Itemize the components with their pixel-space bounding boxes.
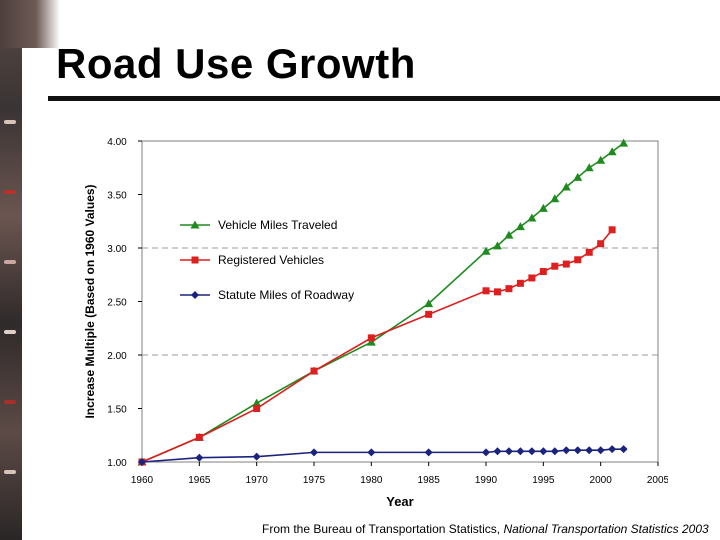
vehicle-miles-traveled-point [366, 337, 376, 346]
registered-vehicles-point [539, 268, 547, 276]
registered-vehicles-point [562, 260, 570, 268]
vehicle-miles-traveled-point [527, 213, 537, 222]
x-tick-label: 1960 [131, 475, 154, 486]
statute-miles-of-roadway-point [252, 452, 261, 461]
vehicle-miles-traveled-point [561, 182, 571, 191]
registered-vehicles-point [516, 279, 524, 287]
statute-miles-of-roadway-point [482, 448, 490, 457]
source-prefix: From the Bureau of Transportation Statis… [262, 522, 504, 536]
x-tick-label: 2005 [647, 475, 668, 486]
decorative-traffic-strip [0, 0, 22, 540]
registered-vehicles-point [425, 310, 433, 318]
legend-marker-vehicle-miles-traveled [190, 220, 200, 229]
statute-miles-of-roadway-point [619, 445, 628, 454]
decorative-traffic-corner [0, 0, 60, 48]
vehicle-miles-traveled-point [573, 172, 583, 181]
statute-miles-of-roadway-point [527, 447, 536, 456]
vehicle-miles-traveled-point [252, 398, 262, 407]
vehicle-miles-traveled-point [584, 163, 594, 172]
vehicle-miles-traveled-point [550, 194, 560, 203]
x-tick-label: 2000 [590, 475, 613, 486]
y-tick-label: 3.50 [107, 191, 127, 202]
y-axis-label: Increase Multiple (Based on 1960 Values) [83, 184, 97, 418]
statute-miles-of-roadway-point [138, 458, 146, 466]
registered-vehicles-point [574, 256, 582, 264]
plot-area [141, 140, 659, 463]
statute-miles-of-roadway-point [539, 447, 548, 456]
x-tick-label: 1985 [418, 475, 441, 486]
statute-miles-of-roadway-point [424, 448, 433, 457]
statute-miles-of-roadway-point [585, 446, 594, 455]
registered-vehicles-point [608, 226, 616, 234]
vehicle-miles-traveled-point [424, 299, 434, 308]
vehicle-miles-traveled-point [515, 222, 525, 231]
registered-vehicles-point [253, 405, 261, 412]
legend-label-vehicle-miles-traveled: Vehicle Miles Traveled [218, 218, 337, 232]
legend-marker-registered-vehicles [191, 256, 199, 264]
registered-vehicles-point [482, 287, 490, 295]
x-tick-label: 1965 [188, 475, 211, 486]
x-tick-label: 1975 [303, 475, 326, 486]
source-title: National Transportation Statistics 2003 [503, 522, 709, 536]
vehicle-miles-traveled-point [504, 230, 514, 239]
statute-miles-of-roadway-point [367, 448, 376, 457]
registered-vehicles-point [597, 240, 605, 248]
registered-vehicles-point [367, 334, 375, 342]
x-tick-label: 1970 [246, 475, 269, 486]
x-tick-label: 1980 [360, 475, 383, 486]
legend-label-statute-miles-of-roadway: Statute Miles of Roadway [218, 288, 354, 302]
legend-marker-statute-miles-of-roadway [191, 291, 199, 299]
x-axis-label: Year [386, 494, 413, 509]
statute-miles-of-roadway-point [608, 445, 617, 454]
title-underline [48, 96, 720, 101]
registered-vehicles-point [585, 248, 593, 256]
slide-title: Road Use Growth [56, 40, 416, 87]
statute-miles-of-roadway-point [310, 448, 318, 457]
statute-miles-of-roadway-point [550, 447, 559, 456]
y-tick-label: 2.50 [107, 298, 127, 309]
statute-miles-of-roadway-point [596, 446, 605, 455]
y-tick-label: 3.00 [107, 244, 127, 255]
x-tick-label: 1995 [532, 475, 555, 486]
statute-miles-of-roadway-point [562, 446, 571, 455]
statute-miles-of-roadway-point [504, 447, 513, 456]
x-tick-label: 1990 [475, 475, 498, 486]
y-tick-label: 2.00 [107, 351, 127, 362]
registered-vehicles-point [310, 367, 318, 375]
vehicle-miles-traveled-point [538, 203, 548, 212]
y-tick-label: 1.50 [107, 405, 127, 416]
road-use-growth-chart: 1.00 1.50 2.00 2.50 3.00 3.50 4.00 1960 1965 1970… [78, 130, 670, 515]
registered-vehicles-point [505, 285, 513, 293]
vehicle-miles-traveled-point [607, 147, 617, 156]
vehicle-miles-traveled-point [492, 241, 502, 250]
statute-miles-of-roadway-point [516, 447, 525, 456]
vehicle-miles-traveled-point [619, 138, 629, 147]
statute-miles-of-roadway-point [493, 447, 502, 456]
registered-vehicles-point [493, 288, 501, 296]
vehicle-miles-traveled-point [596, 155, 606, 164]
slide-number: 7 [28, 519, 35, 531]
registered-vehicles-point [551, 262, 559, 270]
y-tick-label: 1.00 [107, 458, 127, 469]
y-tick-label: 4.00 [107, 137, 127, 148]
registered-vehicles-point [195, 433, 203, 441]
source-citation: From the Bureau of Transportation Statis… [262, 522, 709, 536]
vehicle-miles-traveled-point [481, 246, 491, 255]
line-chart: 1.00 1.50 2.00 2.50 3.00 3.50 4.00 1960 1965 1970… [83, 137, 670, 509]
statute-miles-of-roadway-point [573, 446, 582, 455]
legend-label-registered-vehicles: Registered Vehicles [218, 253, 324, 267]
registered-vehicles-point [528, 274, 536, 282]
statute-miles-of-roadway-point [195, 453, 204, 462]
